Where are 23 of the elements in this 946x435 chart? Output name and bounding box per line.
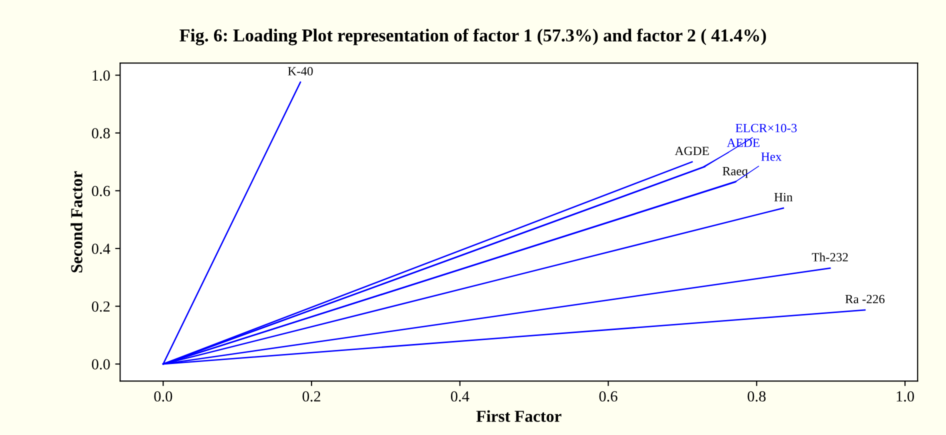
y-tick-label: 1.0 xyxy=(92,70,110,81)
x-tick-label: 0.2 xyxy=(302,391,320,402)
x-tick-label: 0.6 xyxy=(599,391,618,402)
series-label: Hin xyxy=(774,192,793,202)
series-label: Raeq xyxy=(722,167,748,178)
y-tick-label: 0.2 xyxy=(92,301,110,312)
x-tick-label: 1.0 xyxy=(896,391,914,402)
y-tick-label: 0.0 xyxy=(92,359,110,370)
x-axis-title: First Factor xyxy=(476,410,562,422)
text: Hex xyxy=(761,152,782,161)
y-tick-label: 0.8 xyxy=(92,128,110,138)
chart-title: Fig. 6: Loading Plot representation of factor 1 (57.3%) and factor 2 ( 41.4%) xyxy=(180,28,766,46)
x-tick-label: 0.0 xyxy=(154,391,172,402)
text: ELCR×10-3 xyxy=(736,124,797,132)
y-tick-label: 0.6 xyxy=(92,186,110,196)
series-label: Th-232 xyxy=(812,252,848,262)
series-label: K-40 xyxy=(288,66,313,76)
series-label: AGDE xyxy=(674,146,709,156)
x-tick-label: 0.8 xyxy=(748,391,766,402)
y-axis-title: Second Factor xyxy=(70,171,82,272)
x-tick-label: 0.4 xyxy=(450,391,470,402)
series-label: Ra -226 xyxy=(845,294,885,304)
y-tick-label: 0.4 xyxy=(92,244,110,254)
